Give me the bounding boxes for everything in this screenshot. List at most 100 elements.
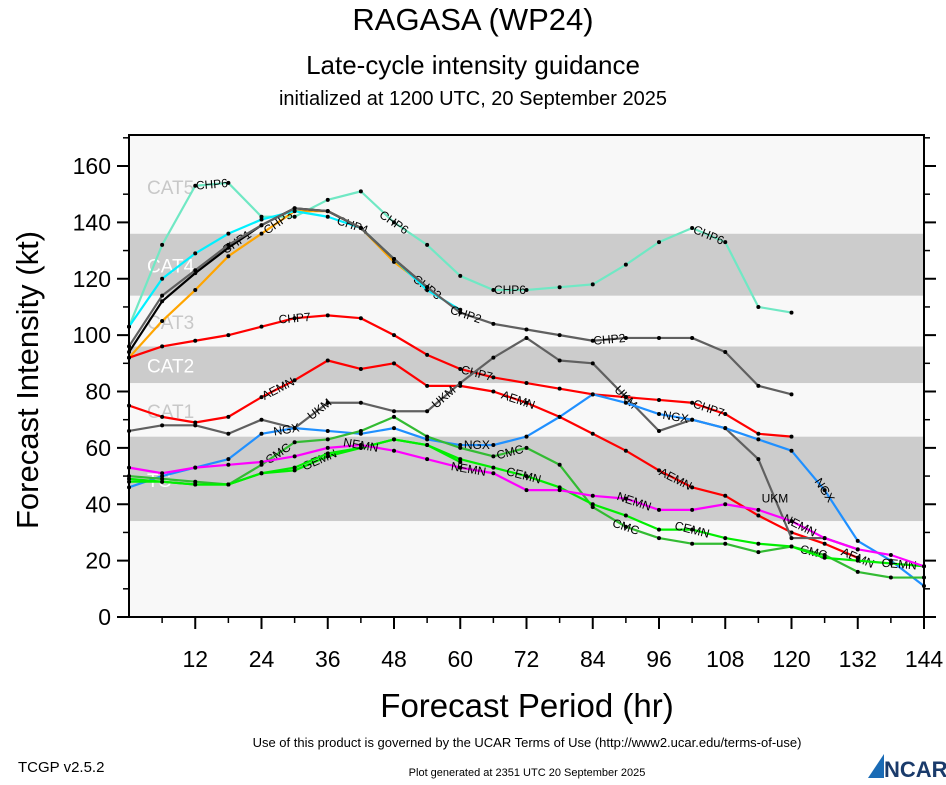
data-point — [425, 242, 430, 247]
data-point — [557, 358, 562, 363]
data-point — [358, 431, 363, 436]
data-point — [193, 479, 198, 484]
data-point — [358, 443, 363, 448]
data-point — [657, 468, 661, 473]
data-point — [557, 285, 562, 290]
data-point — [590, 502, 595, 507]
data-point — [524, 400, 529, 405]
data-point — [756, 437, 761, 442]
data-point — [392, 361, 396, 366]
data-point — [756, 541, 761, 546]
data-point — [491, 465, 496, 470]
data-point — [657, 428, 661, 433]
data-point — [392, 220, 396, 225]
data-point — [358, 366, 363, 371]
data-point — [458, 366, 463, 371]
x-tick-label: 108 — [706, 646, 744, 672]
data-point — [160, 344, 165, 349]
data-point — [160, 423, 165, 428]
data-point — [657, 397, 661, 402]
data-point — [458, 459, 463, 464]
category-label: CAT3 — [147, 313, 194, 334]
data-point — [590, 338, 595, 343]
category-label: CAT2 — [147, 357, 194, 378]
y-tick-label: 20 — [85, 548, 111, 574]
data-point — [623, 335, 628, 340]
data-point — [292, 214, 297, 219]
data-point — [690, 485, 695, 490]
data-point — [226, 457, 231, 462]
x-tick-label: 48 — [381, 646, 407, 672]
data-point — [292, 468, 297, 473]
y-tick-label: 120 — [73, 266, 111, 292]
data-point — [259, 324, 264, 329]
data-point — [292, 465, 297, 470]
data-point — [590, 282, 595, 287]
data-point — [193, 268, 198, 273]
data-point — [259, 214, 264, 219]
category-band-cat2 — [129, 346, 924, 384]
y-tick-label: 0 — [98, 604, 111, 630]
data-point — [690, 541, 695, 546]
x-tick-label: 72 — [514, 646, 540, 672]
x-tick-label: 132 — [839, 646, 877, 672]
y-tick-label: 140 — [73, 209, 111, 235]
data-point — [623, 262, 628, 267]
data-point — [193, 482, 198, 487]
category-band-cat5 — [129, 135, 924, 234]
data-point — [392, 414, 396, 419]
ncar-logo-mark — [868, 754, 884, 778]
data-point — [723, 426, 728, 431]
data-point — [259, 471, 264, 476]
data-point — [822, 536, 827, 541]
data-point — [491, 288, 496, 293]
data-point — [723, 493, 728, 498]
init-time: initialized at 1200 UTC, 20 September 20… — [279, 88, 667, 110]
data-point — [623, 513, 628, 518]
data-point — [325, 454, 330, 459]
data-point — [491, 375, 496, 380]
data-point — [392, 409, 396, 414]
data-point — [623, 448, 628, 453]
data-point — [392, 426, 396, 431]
data-point — [259, 217, 264, 222]
data-point — [888, 561, 893, 566]
data-point — [292, 206, 297, 211]
data-point — [226, 333, 231, 338]
data-point — [491, 355, 496, 360]
category-band-cat4 — [129, 233, 924, 296]
data-point — [193, 288, 198, 293]
data-point — [458, 310, 463, 315]
data-point — [226, 414, 231, 419]
data-point — [789, 448, 794, 453]
data-point — [392, 437, 396, 442]
data-point — [392, 333, 396, 338]
y-tick-label: 100 — [73, 322, 111, 348]
data-point — [590, 361, 595, 366]
data-point — [524, 335, 529, 340]
data-point — [855, 558, 860, 563]
data-point — [425, 434, 430, 439]
data-point — [358, 428, 363, 433]
data-point — [557, 386, 562, 391]
series-label: CMC — [495, 442, 525, 462]
data-point — [524, 445, 529, 450]
data-point — [193, 423, 198, 428]
data-point — [458, 381, 463, 386]
data-point — [160, 471, 165, 476]
data-point — [259, 431, 264, 436]
x-tick-label: 60 — [447, 646, 473, 672]
data-point — [657, 240, 661, 245]
data-point — [392, 257, 396, 262]
series-label: CHP6 — [494, 283, 526, 297]
data-point — [425, 437, 430, 442]
data-point — [623, 496, 628, 501]
data-point — [226, 242, 231, 247]
data-point — [425, 383, 430, 388]
data-point — [657, 527, 661, 532]
data-point — [723, 240, 728, 245]
x-tick-label: 36 — [315, 646, 341, 672]
data-point — [855, 555, 860, 560]
